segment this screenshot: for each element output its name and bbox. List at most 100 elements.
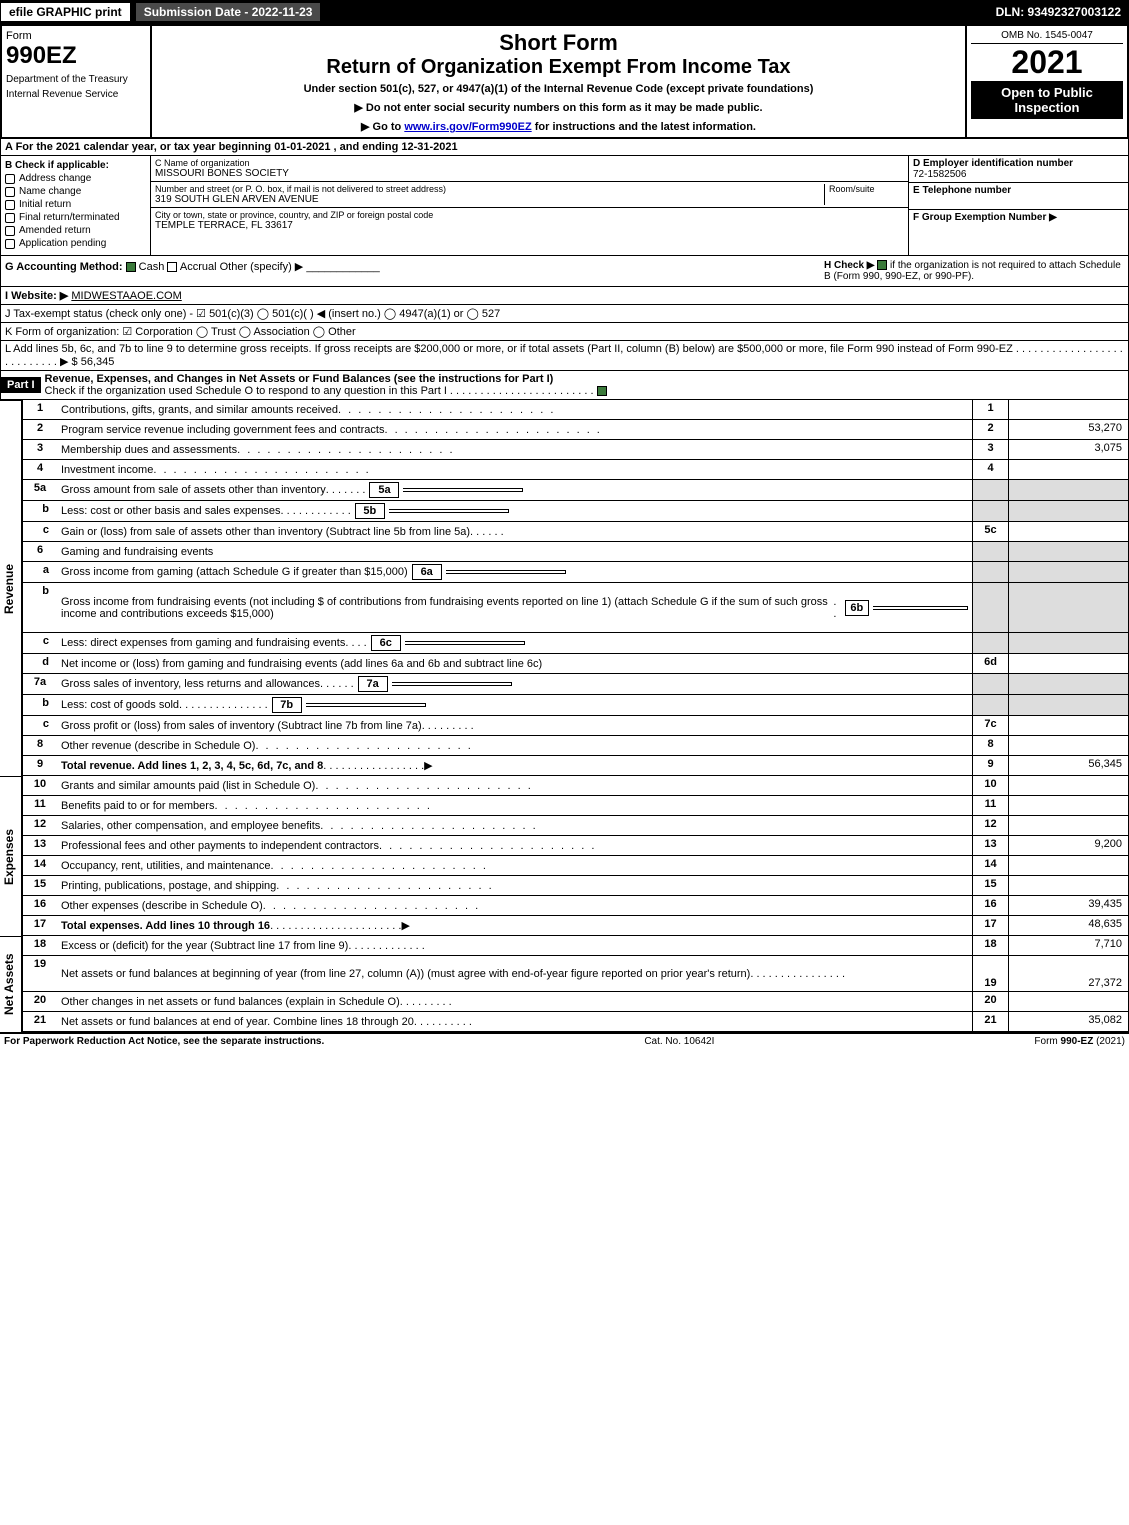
line-7a-text: Gross sales of inventory, less returns a… [57,674,972,694]
line-18-amount: 7,710 [1008,936,1128,955]
dept-irs: Internal Revenue Service [6,89,146,100]
irs-link[interactable]: www.irs.gov/Form990EZ [404,121,531,133]
line-20-amount [1008,992,1128,1011]
row-j: J Tax-exempt status (check only one) - ☑… [0,305,1129,323]
line-7c-text: Gross profit or (loss) from sales of inv… [57,716,972,735]
row-i: I Website: ▶ MIDWESTAAOE.COM [0,287,1129,305]
row-a-period: A For the 2021 calendar year, or tax yea… [0,139,1129,156]
line-5c-amount [1008,522,1128,541]
line-9-amount: 56,345 [1008,756,1128,775]
line-12-text: Salaries, other compensation, and employ… [57,816,972,835]
c-city-label: City or town, state or province, country… [155,210,433,220]
row-g-h: G Accounting Method: Cash Accrual Other … [0,256,1129,287]
netassets-side-label: Net Assets [0,936,22,1032]
line-4-amount [1008,460,1128,479]
part-1-label: Part I [1,377,41,393]
line-12-amount [1008,816,1128,835]
line-5b-text: Less: cost or other basis and sales expe… [57,501,972,521]
line-14-text: Occupancy, rent, utilities, and maintena… [57,856,972,875]
top-bar: efile GRAPHIC print Submission Date - 20… [0,0,1129,24]
website-value: MIDWESTAAOE.COM [71,290,181,302]
chk-h[interactable] [877,260,887,270]
chk-final-return[interactable] [5,213,15,223]
line-6a-text: Gross income from gaming (attach Schedul… [57,562,972,582]
footer-catalog: Cat. No. 10642I [644,1036,714,1047]
row-k: K Form of organization: ☑ Corporation ◯ … [0,323,1129,341]
line-8-amount [1008,736,1128,755]
line-17-text: Total expenses. Add lines 10 through 16 … [57,916,972,935]
line-5a-text: Gross amount from sale of assets other t… [57,480,972,500]
tel-label: E Telephone number [913,185,1124,196]
footer-right: Form 990-EZ (2021) [1034,1036,1125,1047]
subtitle: Under section 501(c), 527, or 4947(a)(1)… [156,83,961,95]
form-header: Form 990EZ Department of the Treasury In… [0,24,1129,139]
main-title: Return of Organization Exempt From Incom… [156,56,961,79]
line-16-amount: 39,435 [1008,896,1128,915]
chk-cash[interactable] [126,262,136,272]
chk-accrual[interactable] [167,262,177,272]
chk-amended-return[interactable] [5,226,15,236]
line-19-text: Net assets or fund balances at beginning… [57,956,972,991]
dln-label: DLN: 93492327003122 [996,5,1129,19]
line-9-text: Total revenue. Add lines 1, 2, 3, 4, 5c,… [57,756,972,775]
expenses-side-label: Expenses [0,776,22,936]
line-6b-text: Gross income from fundraising events (no… [57,583,972,632]
instruction-1: ▶ Do not enter social security numbers o… [156,101,961,114]
open-inspection: Open to Public Inspection [971,81,1123,119]
line-10-amount [1008,776,1128,795]
line-15-amount [1008,876,1128,895]
line-4-text: Investment income [57,460,972,479]
line-7b-text: Less: cost of goods sold . . . . . . . .… [57,695,972,715]
chk-name-change[interactable] [5,187,15,197]
short-form-title: Short Form [156,30,961,56]
line-2-amount: 53,270 [1008,420,1128,439]
line-11-text: Benefits paid to or for members [57,796,972,815]
line-17-amount: 48,635 [1008,916,1128,935]
submission-date-button[interactable]: Submission Date - 2022-11-23 [135,2,322,22]
h-label: H Check ▶ [824,260,874,271]
org-address: 319 SOUTH GLEN ARVEN AVENUE [155,194,824,205]
line-1-text: Contributions, gifts, grants, and simila… [57,400,972,419]
line-3-amount: 3,075 [1008,440,1128,459]
line-21-amount: 35,082 [1008,1012,1128,1031]
room-label: Room/suite [829,184,904,194]
line-13-amount: 9,200 [1008,836,1128,855]
line-20-text: Other changes in net assets or fund bala… [57,992,972,1011]
chk-part1-schedo[interactable] [597,386,607,396]
line-6d-text: Net income or (loss) from gaming and fun… [57,654,972,673]
dept-treasury: Department of the Treasury [6,74,146,85]
chk-app-pending[interactable] [5,239,15,249]
line-3-text: Membership dues and assessments [57,440,972,459]
ein-value: 72-1582506 [913,169,1124,180]
line-5c-text: Gain or (loss) from sale of assets other… [57,522,972,541]
chk-initial-return[interactable] [5,200,15,210]
c-name-label: C Name of organization [155,158,904,168]
line-6c-text: Less: direct expenses from gaming and fu… [57,633,972,653]
instruction-2: ▶ Go to www.irs.gov/Form990EZ for instru… [156,120,961,133]
form-number: 990EZ [6,42,146,70]
line-15-text: Printing, publications, postage, and shi… [57,876,972,895]
efile-print-button[interactable]: efile GRAPHIC print [0,2,131,22]
org-name: MISSOURI BONES SOCIETY [155,168,904,179]
line-16-text: Other expenses (describe in Schedule O) [57,896,972,915]
g-label: G Accounting Method: [5,261,123,273]
line-2-text: Program service revenue including govern… [57,420,972,439]
line-21-text: Net assets or fund balances at end of ye… [57,1012,972,1031]
line-8-text: Other revenue (describe in Schedule O) [57,736,972,755]
omb-number: OMB No. 1545-0047 [971,30,1123,44]
l-amount: ▶ $ 56,345 [60,356,114,368]
footer: For Paperwork Reduction Act Notice, see … [0,1032,1129,1049]
line-11-amount [1008,796,1128,815]
section-bc: B Check if applicable: Address change Na… [0,156,1129,256]
form-label: Form [6,30,146,42]
chk-address-change[interactable] [5,174,15,184]
c-addr-label: Number and street (or P. O. box, if mail… [155,184,824,194]
part-1-header: Part I Revenue, Expenses, and Changes in… [0,371,1129,400]
row-l: L Add lines 5b, 6c, and 7b to line 9 to … [0,341,1129,371]
line-19-amount: 27,372 [1008,956,1128,991]
footer-left: For Paperwork Reduction Act Notice, see … [4,1036,324,1047]
revenue-side-label: Revenue [0,400,22,776]
line-10-text: Grants and similar amounts paid (list in… [57,776,972,795]
org-city: TEMPLE TERRACE, FL 33617 [155,220,433,231]
line-6d-amount [1008,654,1128,673]
